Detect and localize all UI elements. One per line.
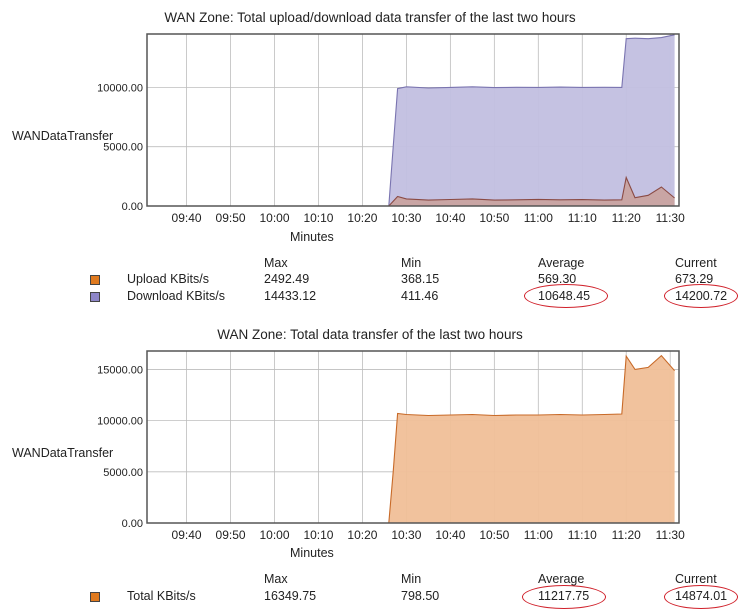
total-swatch [90, 592, 100, 602]
x-tick-label: 11:10 [568, 528, 597, 542]
download-swatch [90, 292, 100, 302]
plot-frame [146, 350, 680, 524]
total-max: 16349.75 [264, 589, 317, 603]
y-axis-label-total: WANDataTransfer [12, 446, 114, 460]
download-min: 411.46 [401, 289, 439, 303]
upload-max: 2492.49 [264, 272, 310, 286]
plot-frame [146, 33, 680, 207]
upload-swatch [90, 275, 100, 285]
x-tick-label: 10:40 [435, 211, 465, 225]
x-tick-label: 10:20 [347, 528, 377, 542]
legend-label-total: Total KBits/s [127, 589, 196, 603]
y-tick-label: 0.00 [122, 518, 143, 530]
x-tick-label: 10:40 [435, 528, 465, 542]
x-tick-label: 11:30 [656, 211, 685, 225]
highlight-circle-total-average [522, 585, 606, 609]
x-tick-label: 09:40 [172, 211, 202, 225]
x-axis-label: Minutes [290, 230, 334, 244]
header-average-total: Average [538, 572, 585, 586]
x-tick-label: 10:30 [391, 211, 421, 225]
x-tick-label: 10:10 [303, 211, 333, 225]
y-tick-label: 5000.00 [103, 142, 143, 154]
chart-title-total: WAN Zone: Total data transfer of the las… [217, 327, 523, 342]
y-tick-label: 15000.00 [97, 364, 143, 376]
x-tick-label: 10:20 [347, 211, 377, 225]
upload-average: 569.30 [538, 272, 577, 286]
header-min-total: Min [401, 572, 422, 586]
header-average: Average [538, 256, 585, 270]
x-tick-label: 11:00 [524, 528, 553, 542]
upload-download-chart: 09:40 09:50 10:00 10:10 10:20 10:30 10:40 10:50… [97, 33, 685, 225]
highlight-circle-current [664, 284, 738, 308]
upload-current: 673.29 [675, 272, 714, 286]
total-min: 798.50 [401, 589, 440, 603]
download-max: 14433.12 [264, 289, 317, 303]
chart-title: WAN Zone: Total upload/download data tra… [164, 10, 576, 25]
series-area-1 [151, 177, 675, 206]
y-tick-label: 0.00 [122, 201, 143, 213]
header-min: Min [401, 256, 422, 270]
highlight-circle-total-current [664, 585, 738, 609]
header-max-total: Max [264, 572, 288, 586]
y-tick-label: 10000.00 [97, 82, 143, 94]
header-current: Current [675, 256, 717, 270]
y-axis-label: WANDataTransfer [12, 129, 114, 143]
x-tick-label: 11:00 [524, 211, 553, 225]
x-axis-label-total: Minutes [290, 546, 334, 560]
legend-label-download: Download KBits/s [127, 289, 225, 303]
header-max: Max [264, 256, 288, 270]
series-area-0 [151, 34, 675, 206]
x-tick-label: 10:50 [479, 211, 509, 225]
x-tick-label: 10:50 [479, 528, 509, 542]
x-tick-label: 09:50 [216, 528, 246, 542]
x-tick-label: 11:20 [612, 211, 641, 225]
x-tick-label: 10:10 [303, 528, 333, 542]
x-tick-label: 09:40 [172, 528, 202, 542]
header-current-total: Current [675, 572, 717, 586]
upload-min: 368.15 [401, 272, 440, 286]
x-tick-label: 09:50 [216, 211, 246, 225]
x-tick-label: 11:20 [612, 528, 641, 542]
x-tick-label: 11:10 [568, 211, 597, 225]
highlight-circle-average [524, 284, 608, 308]
x-tick-label: 10:00 [259, 211, 289, 225]
series-area-0 [151, 355, 675, 523]
x-tick-label: 10:00 [259, 528, 289, 542]
legend-label-upload: Upload KBits/s [127, 272, 209, 286]
x-tick-label: 10:30 [391, 528, 421, 542]
y-tick-label: 10000.00 [97, 416, 143, 428]
y-tick-label: 5000.00 [103, 467, 143, 479]
x-tick-label: 11:30 [656, 528, 685, 542]
total-transfer-chart: 09:40 09:50 10:00 10:10 10:20 10:30 10:40 10:50… [97, 350, 685, 542]
